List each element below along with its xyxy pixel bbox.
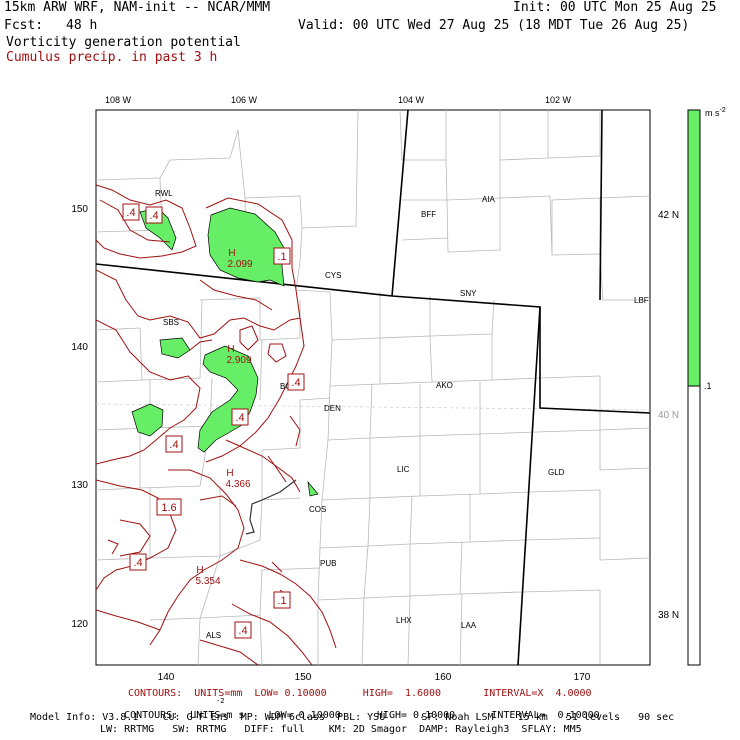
station-label-lhx: LHX	[396, 616, 412, 625]
vorticity-contour	[245, 479, 297, 535]
left-axis-label: 150	[71, 204, 88, 215]
precip-contours	[96, 184, 337, 665]
maximum-value: 2.099	[227, 259, 252, 270]
forecast-label: Fcst:	[4, 18, 44, 33]
contour-label-text: .4	[235, 412, 244, 424]
station-label-cos: COS	[309, 505, 326, 514]
footer-contours-vorticity-exp: -2	[216, 697, 225, 705]
station-label-als: ALS	[206, 631, 221, 640]
station-label-rwl: RWL	[155, 189, 173, 198]
contour-label-text: .1	[277, 595, 286, 607]
forecast-hours: 48 h	[66, 18, 98, 33]
maximum-mark: H	[226, 468, 233, 479]
contour-label-text: 1.6	[161, 502, 176, 514]
station-label-lic: LIC	[397, 465, 410, 474]
station-label-bff: BFF	[421, 210, 436, 219]
left-axis-label: 120	[71, 619, 88, 630]
contour-label-text: .4	[133, 557, 142, 569]
station-label-pub: PUB	[320, 559, 336, 568]
left-axis-label: 130	[71, 480, 88, 491]
map-frame	[95, 109, 651, 666]
footer-contours-precip: CONTOURS: UNITS=mm LOW= 0.10000 HIGH= 1.…	[128, 688, 592, 699]
precip-shading	[131, 207, 319, 497]
maximum-value: 2.909	[226, 355, 251, 366]
contour-label-box: .4	[287, 373, 305, 391]
bottom-axis-label: 140	[158, 672, 175, 683]
contour-label-text: .4	[291, 377, 300, 389]
station-label-sbs: SBS	[163, 318, 179, 327]
station-label-laa: LAA	[461, 621, 477, 630]
station-label-aia: AIA	[482, 195, 496, 204]
contour-label-text: .4	[149, 210, 158, 222]
contour-label-box: 1.6	[156, 498, 182, 516]
footer-model-info-1: Model Info: V3.8.1 CU: G-F Ens MP: WDM 6…	[30, 712, 675, 723]
graticule	[96, 403, 650, 411]
contour-label-box: .4	[145, 206, 163, 224]
maximum-value: 5.354	[195, 576, 220, 587]
right-axis-label: 38 N	[658, 610, 679, 621]
bottom-axis-label: 150	[295, 672, 312, 683]
station-label-gld: GLD	[548, 468, 565, 477]
maximum-mark: H	[228, 248, 235, 259]
right-axis-label: 40 N	[658, 410, 679, 421]
model-title: 15km ARW WRF, NAM-init -- NCAR/MMM	[4, 0, 271, 15]
top-axis-label: 104 W	[398, 95, 425, 105]
station-label-ako: AKO	[436, 381, 453, 390]
right-axis-label: 42 N	[658, 210, 679, 221]
contour-label-text: .4	[169, 439, 178, 451]
footer-model-info-2: LW: RRTMG SW: RRTMG DIFF: full KM: 2D Sm…	[100, 724, 582, 735]
valid-time: Valid: 00 UTC Wed 27 Aug 25 (18 MDT Tue …	[298, 18, 690, 33]
left-axis-label: 140	[71, 342, 88, 353]
contour-label-box: .4	[165, 435, 183, 453]
station-label-cys: CYS	[325, 271, 341, 280]
contour-label-box: .4	[231, 408, 249, 426]
contour-label-box: .1	[273, 591, 291, 609]
top-axis-label: 106 W	[231, 95, 258, 105]
state-borders	[96, 110, 650, 665]
station-label-lbf: LBF	[634, 296, 649, 305]
bottom-axis-label: 160	[435, 672, 452, 683]
colorbar-tick-label: .1	[704, 381, 712, 391]
station-label-sny: SNY	[460, 289, 477, 298]
contour-label-box: .4	[129, 553, 147, 571]
station-label-den: DEN	[324, 404, 341, 413]
field-cumulus-title: Cumulus precip. in past 3 h	[6, 50, 218, 65]
contour-label-text: .1	[277, 251, 286, 263]
contour-label-text: .4	[126, 207, 135, 219]
maximum-mark: H	[196, 565, 203, 576]
maximum-value: 4.366	[225, 479, 250, 490]
footer-contours-vorticity-text: CONTOURS: UNITS=m s LOW= 0.10000 HIGH= 0…	[124, 710, 600, 721]
init-time: Init: 00 UTC Mon 25 Aug 25	[513, 0, 717, 15]
colorbar-unit: m s-2	[705, 107, 726, 118]
maximum-mark: H	[227, 344, 234, 355]
top-axis-label: 108 W	[105, 95, 132, 105]
top-axis-label: 102 W	[545, 95, 572, 105]
county-lines	[96, 110, 650, 665]
contour-label-text: .4	[238, 625, 247, 637]
contour-label-box: .4	[122, 203, 140, 221]
field-vorticity-title: Vorticity generation potential	[6, 35, 241, 50]
colorbar-fill	[687, 109, 701, 387]
bottom-axis-label: 170	[574, 672, 591, 683]
contour-label-box: .1	[273, 247, 291, 265]
footer-contours-vorticity: CONTOURS: UNITS=m s LOW= 0.10000 HIGH= 0…	[112, 699, 600, 721]
contour-label-box: .4	[234, 621, 252, 639]
